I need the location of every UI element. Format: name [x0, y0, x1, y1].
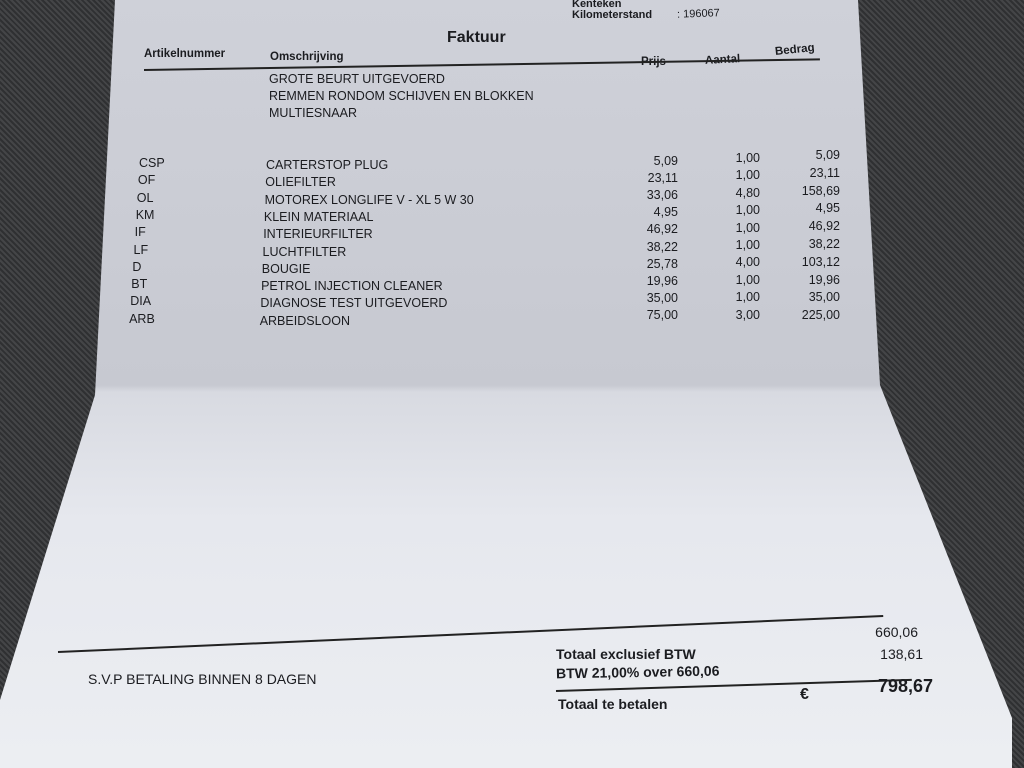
item-quantity: 1,00: [735, 220, 760, 235]
item-quantity: 1,00: [735, 272, 760, 287]
col-omschrijving: Omschrijving: [270, 51, 344, 63]
note-line: MULTIESNAAR: [269, 106, 357, 120]
item-price: 5,09: [653, 154, 678, 168]
item-code: DIA: [130, 294, 152, 309]
item-description: OLIEFILTER: [265, 175, 336, 190]
item-amount: 158,69: [801, 183, 840, 198]
item-description: MOTOREX LONGLIFE V - XL 5 W 30: [264, 192, 474, 207]
item-code: KM: [135, 207, 155, 222]
btw-label: BTW 21,00% over 660,06: [555, 662, 720, 682]
item-price: 25,78: [646, 256, 678, 271]
item-amount: 5,09: [815, 148, 840, 162]
excl-btw-label: Totaal exclusief BTW: [556, 646, 696, 662]
item-quantity: 3,00: [735, 307, 760, 322]
page-title: Faktuur: [447, 29, 506, 46]
item-price: 19,96: [646, 273, 678, 288]
item-description: INTERIEURFILTER: [263, 227, 373, 242]
payment-note: S.V.P BETALING BINNEN 8 DAGEN: [88, 671, 317, 687]
item-price: 33,06: [646, 188, 678, 203]
item-quantity: 4,00: [735, 255, 760, 270]
item-description: BOUGIE: [261, 261, 311, 276]
item-quantity: 4,80: [735, 185, 760, 200]
item-quantity: 1,00: [735, 203, 760, 218]
item-code: ARB: [129, 311, 155, 326]
item-quantity: 1,00: [735, 168, 760, 183]
item-code: OF: [137, 173, 156, 188]
item-amount: 225,00: [801, 308, 840, 323]
kilometerstand-label: Kilometerstand: [572, 9, 653, 21]
kilometerstand-value: : 196067: [676, 7, 721, 21]
item-amount: 103,12: [801, 254, 840, 269]
note-line: REMMEN RONDOM SCHIJVEN EN BLOKKEN: [269, 89, 534, 103]
excl-btw-value: 660,06: [875, 624, 918, 640]
item-amount: 23,11: [809, 165, 840, 180]
item-price: 4,95: [653, 205, 678, 220]
currency-symbol: €: [800, 686, 809, 703]
item-description: DIAGNOSE TEST UITGEVOERD: [260, 296, 448, 311]
item-amount: 35,00: [808, 290, 840, 305]
item-quantity: 1,00: [735, 151, 760, 165]
item-description: CARTERSTOP PLUG: [266, 158, 389, 172]
item-code: IF: [134, 225, 146, 240]
item-price: 35,00: [646, 290, 678, 305]
item-price: 46,92: [646, 222, 678, 237]
item-description: LUCHTFILTER: [262, 244, 347, 259]
item-description: PETROL INJECTION CLEANER: [261, 279, 443, 294]
col-artikelnummer: Artikelnummer: [144, 48, 226, 60]
item-amount: 4,95: [815, 201, 840, 216]
item-quantity: 1,00: [735, 238, 760, 252]
item-price: 38,22: [646, 239, 678, 254]
item-code: LF: [133, 242, 149, 257]
item-price: 75,00: [646, 307, 678, 322]
item-description: ARBEIDSLOON: [259, 313, 350, 328]
kenteken-label: Kenteken: [572, 0, 622, 10]
item-amount: 38,22: [808, 237, 840, 251]
total-label: Totaal te betalen: [558, 696, 668, 712]
item-code: BT: [131, 277, 148, 292]
col-bedrag: Bedrag: [774, 41, 816, 59]
item-code: OL: [136, 190, 154, 205]
item-code: CSP: [139, 156, 165, 170]
total-value: 798,67: [877, 676, 933, 696]
item-amount: 46,92: [808, 219, 840, 234]
item-price: 23,11: [647, 171, 678, 186]
item-description: KLEIN MATERIAAL: [263, 209, 374, 224]
footer-rule: [57, 614, 884, 653]
btw-value: 138,61: [880, 646, 923, 662]
item-quantity: 1,00: [735, 290, 760, 305]
item-code: D: [132, 259, 142, 274]
item-amount: 19,96: [808, 272, 840, 287]
note-line: GROTE BEURT UITGEVOERD: [269, 72, 445, 86]
